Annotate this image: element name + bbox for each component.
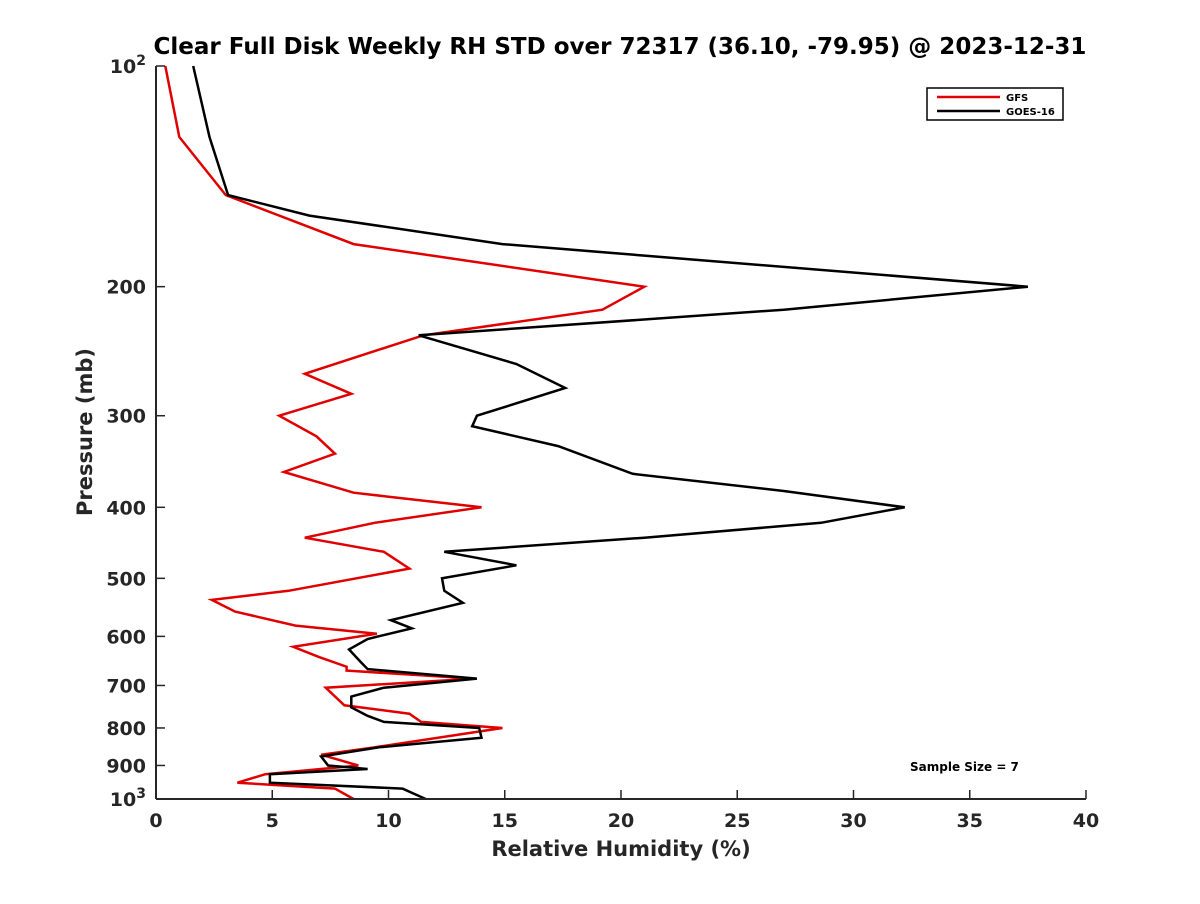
series-line-gfs — [164, 65, 649, 801]
y-tick-label: 900 — [106, 755, 146, 777]
x-axis-label: Relative Humidity (%) — [491, 837, 750, 861]
y-tick-label: 200 — [106, 277, 146, 299]
axes-layer — [155, 66, 1086, 800]
y-tick-label: 102 — [110, 53, 146, 78]
legend-box — [926, 87, 1064, 121]
x-tick-label: 20 — [608, 810, 634, 832]
y-tick-label: 600 — [106, 626, 146, 648]
y-tick-label: 800 — [106, 718, 146, 740]
y-tick-label: 400 — [106, 497, 146, 519]
series-line-goes16 — [191, 65, 1029, 801]
legend-label-goes16: GOES-16 — [1006, 107, 1055, 118]
y-tick-label: 300 — [106, 406, 146, 428]
x-tick-label: 5 — [266, 810, 279, 832]
x-tick-label: 40 — [1073, 810, 1099, 832]
x-tick-label: 15 — [492, 810, 518, 832]
sample-size-annotation: Sample Size = 7 — [910, 760, 1019, 774]
y-axis-label: Pressure (mb) — [73, 348, 97, 516]
x-tick-label: 10 — [375, 810, 401, 832]
series-layer — [164, 65, 1029, 801]
y-tick-label: 700 — [106, 675, 146, 697]
chart-title: Clear Full Disk Weekly RH STD over 72317… — [154, 34, 1087, 60]
x-tick-label: 0 — [149, 810, 162, 832]
y-tick-label: 103 — [110, 786, 146, 811]
legend-label-gfs: GFS — [1006, 93, 1028, 104]
x-tick-label: 35 — [957, 810, 983, 832]
x-ticks: 0 5 10 15 20 25 30 35 40 — [149, 790, 1099, 832]
y-tick-label: 500 — [106, 568, 146, 590]
y-ticks: 102 200 300 400 500 600 700 800 900 103 — [106, 53, 165, 811]
legend: GFS GOES-16 — [926, 87, 1064, 121]
x-tick-label: 30 — [840, 810, 866, 832]
x-tick-label: 25 — [724, 810, 750, 832]
